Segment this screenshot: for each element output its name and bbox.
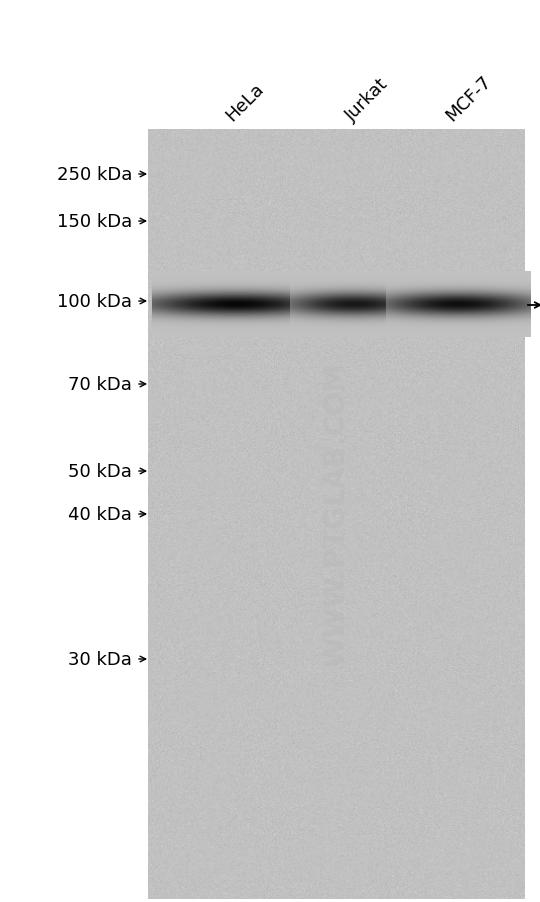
- Bar: [148, 130, 525, 899]
- Text: 250 kDa: 250 kDa: [57, 166, 132, 184]
- Text: 150 kDa: 150 kDa: [57, 213, 132, 231]
- Text: 40 kDa: 40 kDa: [68, 505, 132, 523]
- Text: 50 kDa: 50 kDa: [68, 463, 132, 481]
- Text: 70 kDa: 70 kDa: [68, 375, 132, 393]
- Text: WWW.PTGLAB.COM: WWW.PTGLAB.COM: [322, 363, 350, 667]
- Text: 30 kDa: 30 kDa: [68, 650, 132, 668]
- Text: Jurkat: Jurkat: [342, 75, 392, 124]
- Text: 100 kDa: 100 kDa: [57, 292, 132, 310]
- Text: HeLa: HeLa: [222, 80, 267, 124]
- Text: MCF-7: MCF-7: [442, 72, 495, 124]
